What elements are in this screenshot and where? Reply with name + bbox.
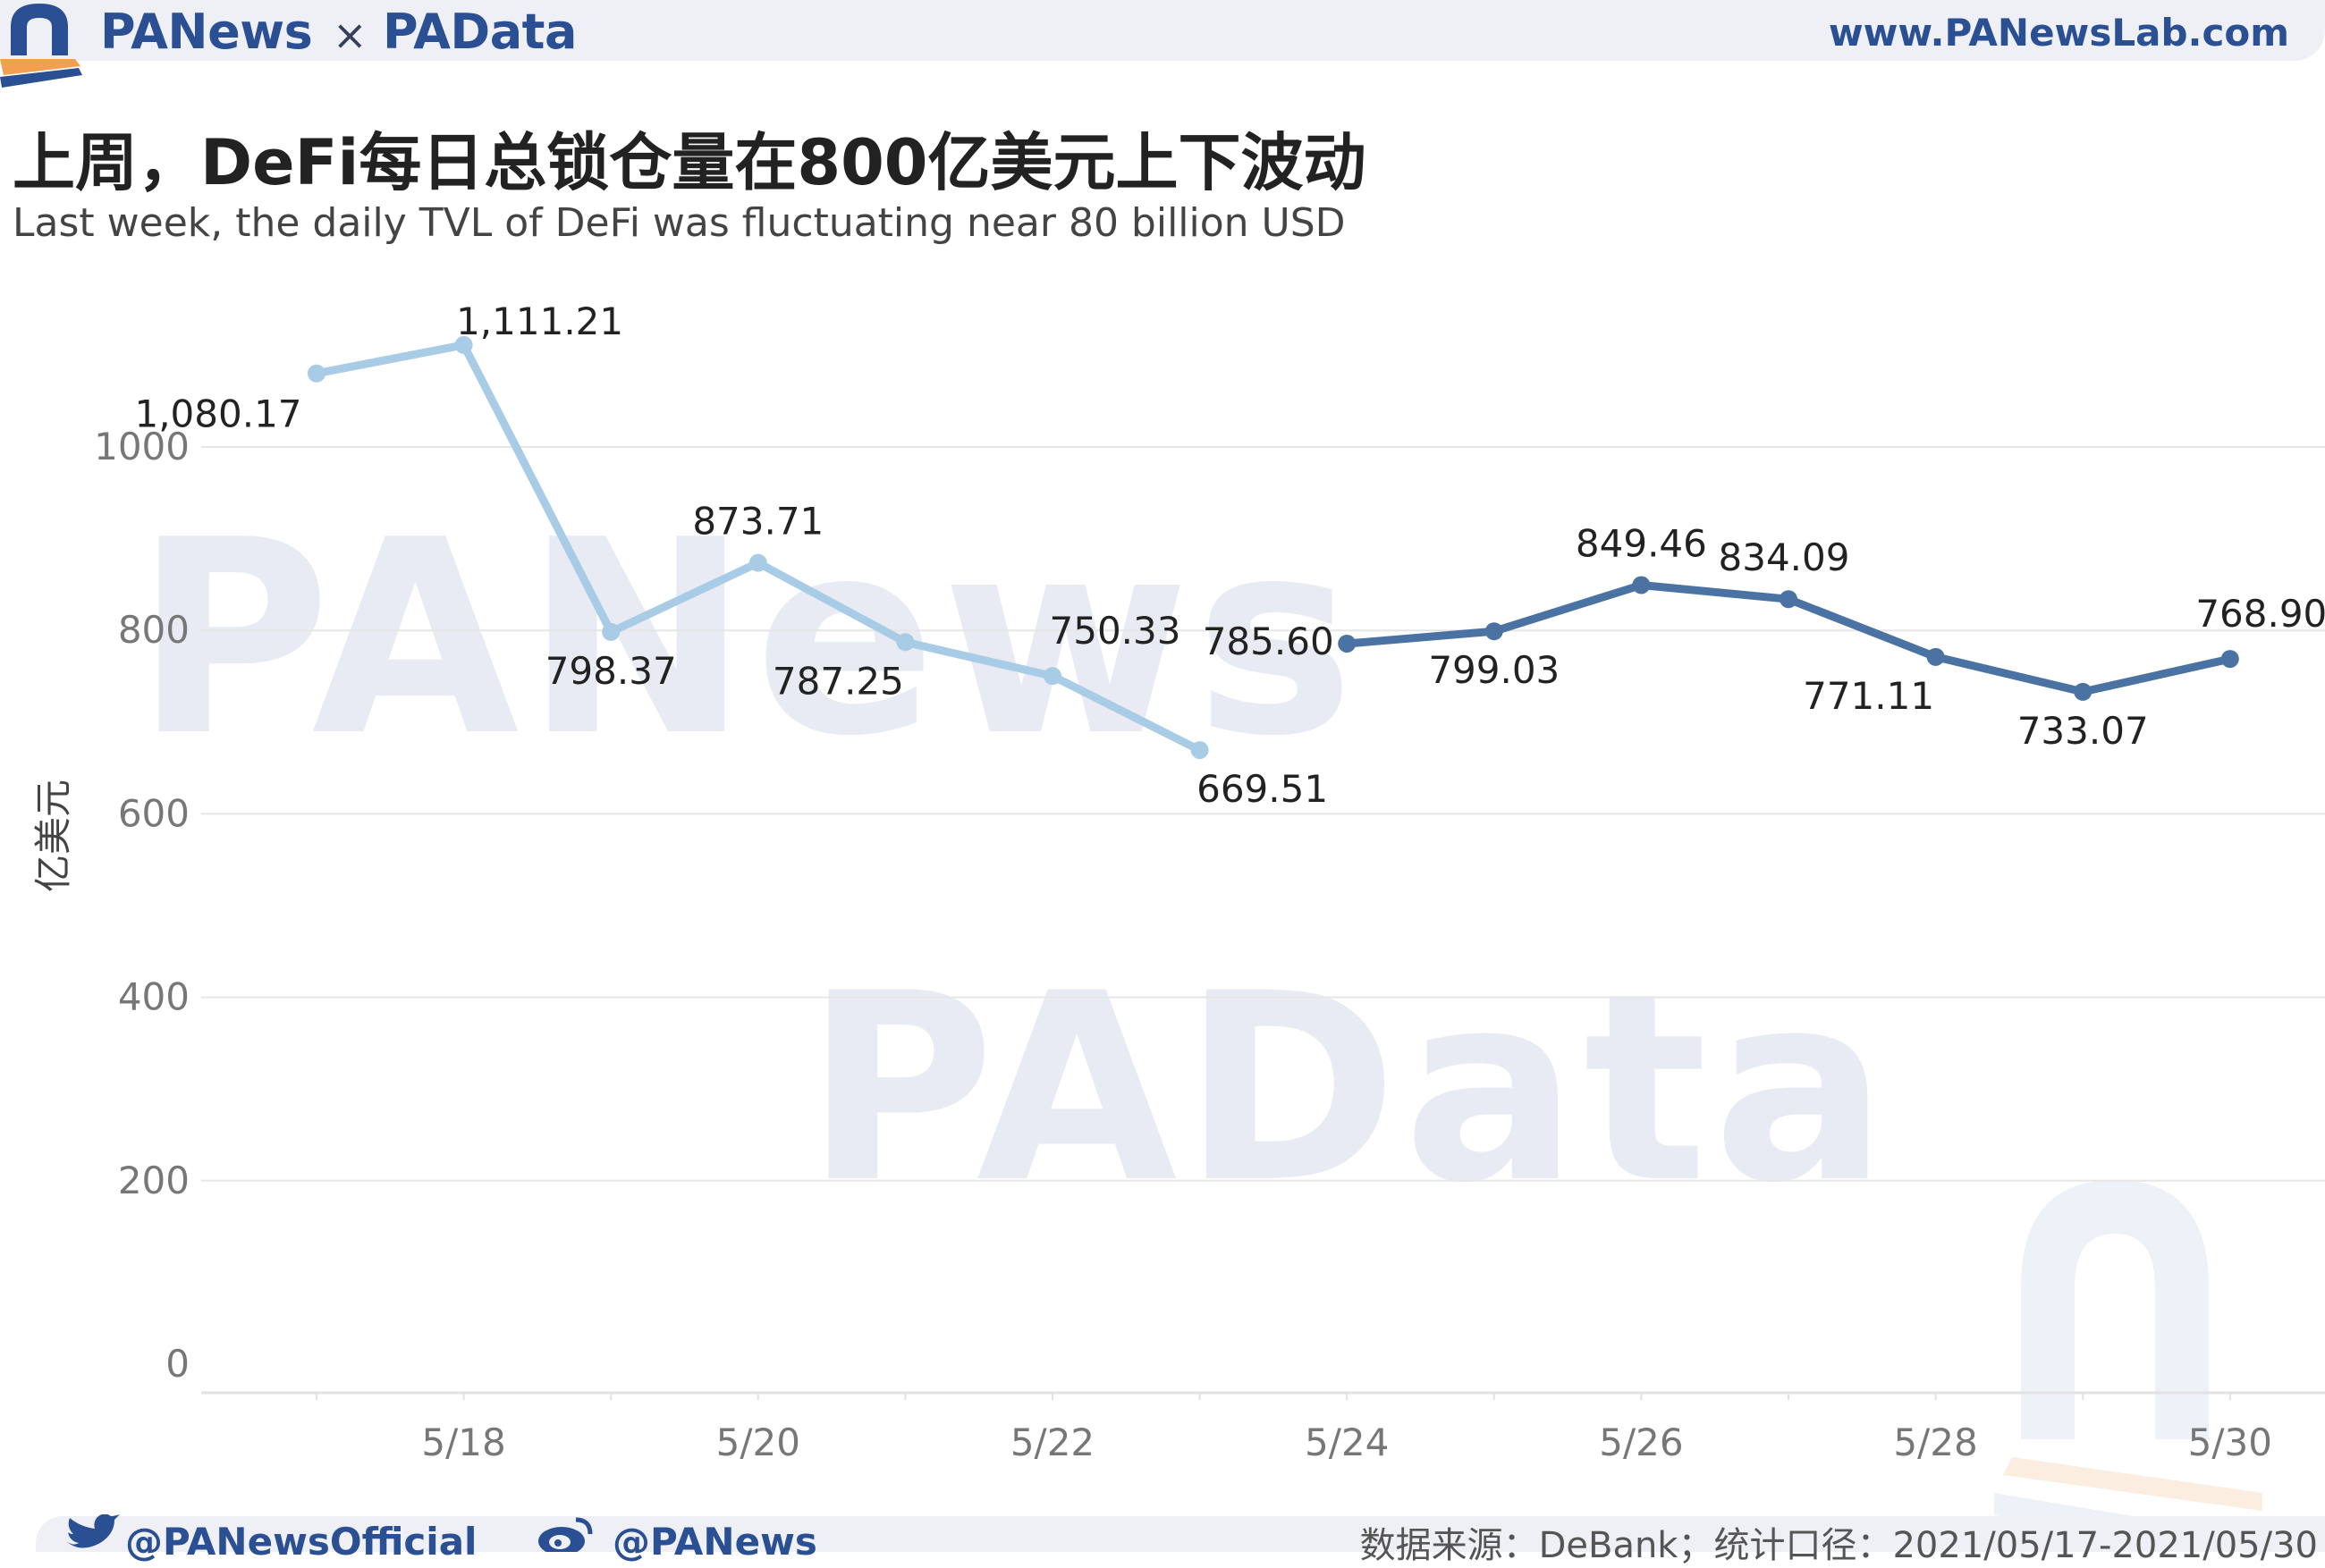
data-label: 771.11 xyxy=(1803,674,1934,718)
data-point xyxy=(1484,622,1503,641)
data-label: 733.07 xyxy=(2017,709,2149,753)
y-tick-label: 800 xyxy=(118,608,190,652)
twitter-icon xyxy=(66,1514,120,1548)
data-point xyxy=(1632,576,1651,594)
data-label: 750.33 xyxy=(1050,609,1181,653)
y-tick-label: 0 xyxy=(165,1342,190,1386)
data-label: 787.25 xyxy=(773,659,904,703)
data-point xyxy=(1780,590,1797,609)
data-label: 1,080.17 xyxy=(134,392,301,436)
data-point xyxy=(2220,650,2239,669)
footer-bar xyxy=(36,1516,2325,1552)
brand-padata: PAData xyxy=(383,4,577,60)
data-point xyxy=(748,553,767,572)
data-label: 873.71 xyxy=(692,500,824,544)
x-tick-label: 5/22 xyxy=(1010,1420,1095,1464)
weibo-icon xyxy=(538,1517,593,1552)
watermark-panews: PANews xyxy=(134,483,1360,795)
data-label: 849.46 xyxy=(1576,521,1707,565)
data-label: 768.90 xyxy=(2195,592,2325,636)
chart-subtitle: Last week, the daily TVL of DeFi was flu… xyxy=(13,200,1346,246)
weibo-handle[interactable]: @PANews xyxy=(613,1520,817,1564)
data-label: 798.37 xyxy=(545,649,677,693)
y-tick-label: 400 xyxy=(118,975,190,1019)
data-point xyxy=(1338,634,1357,653)
x-tick-label: 5/30 xyxy=(2188,1420,2272,1464)
x-tick-label: 5/18 xyxy=(421,1420,505,1464)
data-point xyxy=(896,633,915,652)
x-tick-label: 5/26 xyxy=(1599,1420,1683,1464)
data-label: 669.51 xyxy=(1196,767,1328,811)
site-url-link[interactable]: www.PANewsLab.com xyxy=(1828,11,2289,55)
series-line-1 xyxy=(312,341,1205,754)
data-point xyxy=(308,364,326,383)
data-source-note: 数据来源：DeBank；统计口径：2021/05/17-2021/05/30 xyxy=(1359,1525,2318,1566)
header-bar xyxy=(0,0,2325,61)
y-tick-label: 200 xyxy=(118,1159,190,1202)
x-tick-label: 5/20 xyxy=(716,1420,800,1464)
y-axis-label: 亿美元 xyxy=(31,780,75,892)
panews-logo-icon xyxy=(0,4,82,88)
data-label: 799.03 xyxy=(1428,648,1560,692)
data-label: 1,111.21 xyxy=(456,299,623,343)
y-tick-label: 600 xyxy=(118,791,190,835)
data-point xyxy=(454,335,473,354)
data-label: 834.09 xyxy=(1719,535,1850,579)
x-tick-label: 5/28 xyxy=(1893,1420,1977,1464)
data-point xyxy=(1190,741,1209,760)
chart-title: 上周，DeFi每日总锁仓量在800亿美元上下波动 xyxy=(13,126,1366,199)
brand-panews: PANews xyxy=(100,4,313,60)
data-point xyxy=(2074,682,2092,701)
data-point xyxy=(602,622,621,641)
brand-separator: × xyxy=(333,11,368,59)
y-tick-label: 1000 xyxy=(94,425,190,468)
data-point xyxy=(1926,647,1945,666)
twitter-handle[interactable]: @PANewsOfficial xyxy=(125,1520,478,1564)
data-point xyxy=(1044,667,1061,686)
x-tick-label: 5/24 xyxy=(1305,1420,1389,1464)
data-label: 785.60 xyxy=(1203,620,1334,663)
watermark-padata: PAData xyxy=(805,939,1894,1240)
